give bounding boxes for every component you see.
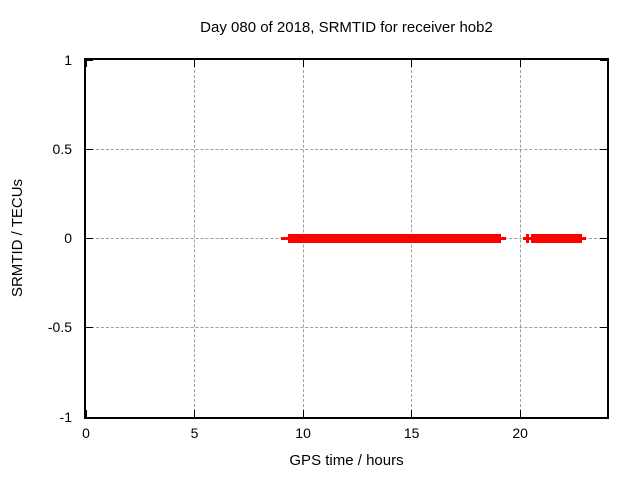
y-tick-mark	[86, 59, 93, 61]
data-segment	[287, 234, 501, 243]
y-gridline	[86, 148, 607, 150]
y-tick-label: 1	[64, 51, 72, 68]
x-tick-label: 0	[82, 425, 90, 441]
y-tick-label: -0.5	[47, 319, 72, 336]
y-tick-mark-right	[600, 416, 607, 418]
x-tick-mark-top	[302, 60, 304, 67]
y-gridline	[86, 327, 607, 329]
x-tick-mark	[411, 410, 413, 417]
chart-title: Day 080 of 2018, SRMTID for receiver hob…	[200, 19, 493, 36]
y-tick-mark	[86, 148, 93, 150]
x-tick-label: 20	[512, 425, 528, 441]
x-tick-mark-top	[194, 60, 196, 67]
x-tick-label: 15	[403, 425, 420, 441]
plot-area	[84, 58, 609, 419]
data-point-plus	[526, 234, 530, 243]
data-segment	[500, 237, 507, 240]
y-tick-mark-right	[600, 59, 607, 61]
y-tick-mark	[86, 416, 93, 418]
x-tick-mark	[519, 410, 521, 417]
x-tick-mark-top	[85, 60, 87, 67]
data-segment	[281, 237, 288, 240]
x-tick-mark	[85, 410, 87, 417]
data-segment	[531, 234, 583, 243]
x-tick-mark	[194, 410, 196, 417]
x-tick-mark-top	[411, 60, 413, 67]
x-tick-label: 10	[295, 425, 311, 441]
y-tick-label: 0	[64, 230, 72, 246]
y-tick-mark	[86, 327, 93, 329]
y-tick-label: -1	[59, 408, 72, 425]
y-tick-mark-right	[600, 327, 607, 329]
y-tick-label: 0.5	[52, 140, 72, 157]
data-segment	[582, 237, 587, 240]
y-tick-mark-right	[600, 238, 607, 239]
x-tick-mark	[302, 410, 304, 417]
x-tick-label: 5	[190, 425, 199, 441]
x-tick-mark-top	[519, 60, 521, 67]
y-tick-mark-right	[600, 148, 607, 150]
x-axis-label: GPS time / hours	[289, 452, 404, 469]
y-tick-mark	[86, 238, 93, 239]
